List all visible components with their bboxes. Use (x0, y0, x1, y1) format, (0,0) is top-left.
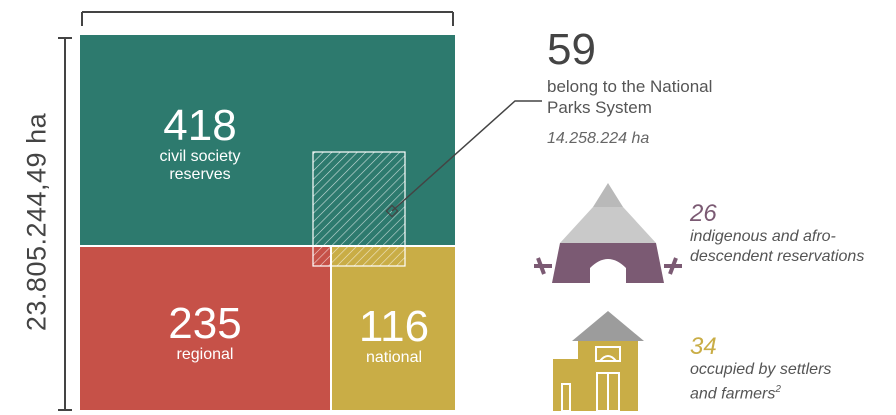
settlers-label-line1: occupied by settlers (690, 361, 832, 378)
regional-value: 235 (168, 299, 242, 348)
tent-icon (534, 183, 682, 283)
national-block (332, 247, 455, 410)
national-parks-value: 59 (547, 25, 596, 74)
indigenous-value: 26 (690, 200, 717, 227)
settlers-footnote: 2 (775, 384, 781, 395)
civil-society-text: 418 civil society reserves (140, 104, 260, 184)
settlers-value: 34 (690, 333, 717, 360)
civil-society-value: 418 (163, 101, 237, 150)
house-icon (553, 311, 644, 412)
national-text: 116 national (344, 305, 444, 367)
indigenous-callout: 26 indigenous and afro- descendent reser… (690, 201, 864, 267)
settlers-label-line2: and farmers (690, 385, 776, 403)
leader-line (385, 100, 542, 218)
regional-text: 235 regional (145, 302, 265, 364)
settlers-callout: 34 occupied by settlers and farmers2 (690, 334, 831, 404)
top-bracket (81, 11, 454, 26)
national-parks-area: 14.258.224 ha (547, 130, 650, 147)
indigenous-label-line2: descendent reservations (690, 248, 865, 265)
civil-society-label-line2: reserves (169, 166, 231, 183)
national-value: 116 (358, 302, 430, 351)
national-parks-callout: 59 belong to the National Parks System 1… (547, 28, 712, 148)
national-label: national (365, 349, 423, 366)
indigenous-label-line1: indigenous and afro- (690, 228, 836, 245)
national-parks-label-line1: belong to the National (547, 77, 713, 96)
national-parks-overlay (312, 151, 406, 267)
regional-label: regional (176, 346, 234, 363)
national-parks-label-line2: Parks System (547, 98, 652, 117)
regional-block (80, 247, 330, 410)
settlers-label-line2-wrap: and farmers2 (690, 380, 831, 404)
total-area-label: 23.805.244,49 ha (21, 112, 52, 332)
civil-society-label-line1: civil society (159, 148, 241, 165)
left-bracket (58, 37, 72, 411)
